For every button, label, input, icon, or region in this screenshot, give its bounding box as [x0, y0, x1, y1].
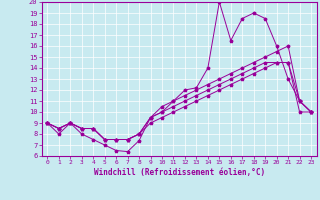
X-axis label: Windchill (Refroidissement éolien,°C): Windchill (Refroidissement éolien,°C)	[94, 168, 265, 177]
